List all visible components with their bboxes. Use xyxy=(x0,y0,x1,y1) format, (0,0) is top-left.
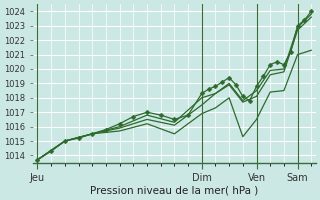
X-axis label: Pression niveau de la mer( hPa ): Pression niveau de la mer( hPa ) xyxy=(90,186,259,196)
